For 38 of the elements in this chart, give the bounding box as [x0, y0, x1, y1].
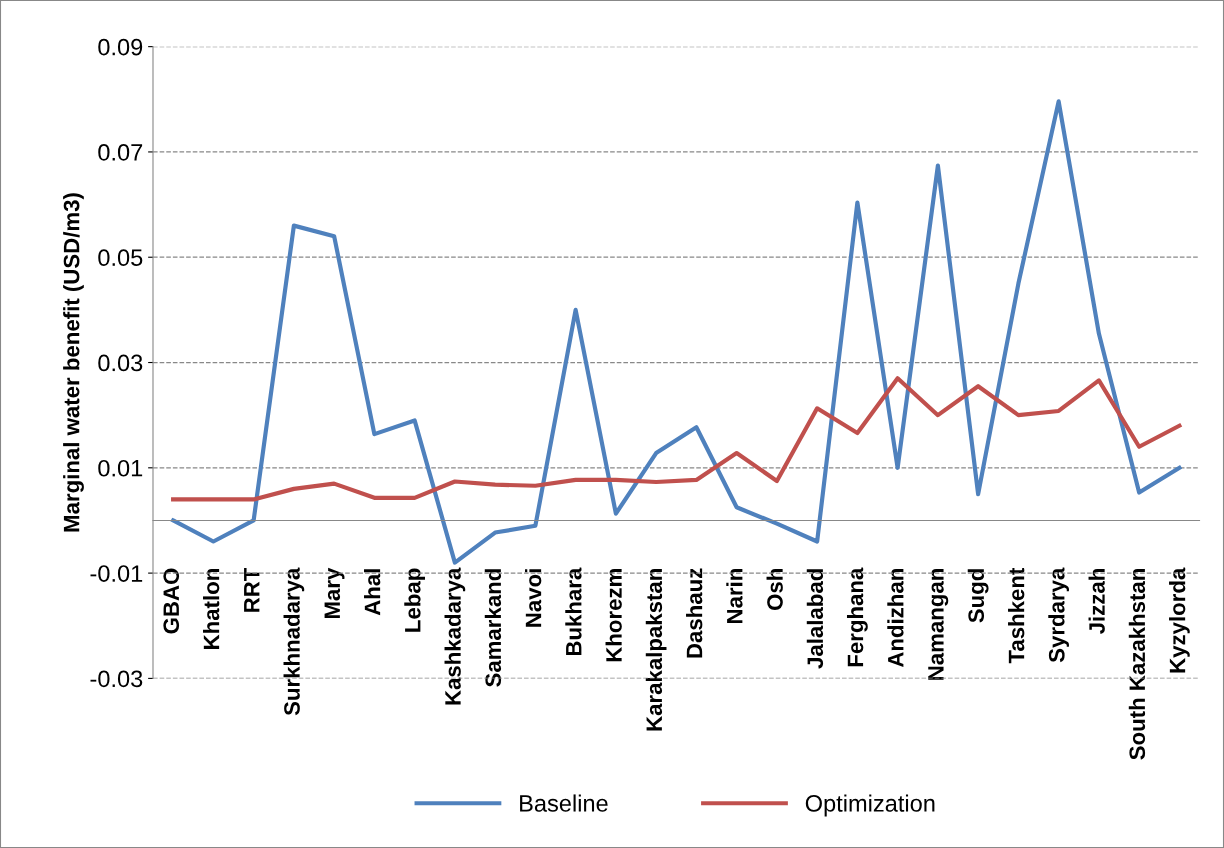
- x-tick-label: Mary: [324, 567, 345, 619]
- x-tick-label: Syrdarya: [1048, 567, 1069, 663]
- y-tick-label: 0.01: [98, 459, 143, 477]
- y-tick-label: 0.05: [98, 249, 143, 267]
- x-tick-label: Sugd: [967, 569, 989, 623]
- x-tick-label: Dashauz: [686, 568, 703, 658]
- line-series: [171, 376, 1182, 502]
- x-tick-label: Kashkadarya: [444, 567, 466, 705]
- y-tick-label: -0.03: [90, 670, 143, 688]
- x-tick-label: South Kazakhstan: [1128, 569, 1146, 760]
- x-tick-label: RRT: [244, 567, 260, 612]
- x-tick-label: Andizhan: [887, 569, 904, 668]
- x-tick-label: GBAO: [163, 568, 180, 634]
- x-tick-label: Ahal: [364, 569, 381, 616]
- y-tick-label: -0.01: [90, 565, 143, 582]
- legend-label: Optimization: [805, 794, 935, 817]
- x-tick-label: Lebap: [404, 568, 425, 632]
- x-tick-label: Samarkand: [484, 569, 502, 687]
- x-tick-label: Kyzylorda: [1169, 567, 1190, 673]
- y-tick-label: 0.09: [98, 38, 143, 56]
- y-tick-label: 0.07: [98, 144, 143, 161]
- x-tick-label: Ferghana: [846, 567, 868, 667]
- x-tick-label: Surkhnadarya: [283, 567, 305, 716]
- x-tick-label: Navoi: [525, 569, 542, 627]
- x-tick-label: Khorezm: [605, 569, 622, 662]
- x-tick-label: Osh: [766, 569, 783, 610]
- y-tick-label: 0.03: [98, 354, 143, 372]
- x-tick-label: Jalalabad: [806, 569, 824, 669]
- x-tick-label: Khatlon: [203, 569, 220, 649]
- x-tick-label: Namangan: [928, 569, 949, 680]
- x-tick-label: Karakalpakstan: [645, 569, 667, 731]
- x-tick-label: Tashkent: [1008, 567, 1025, 664]
- legend-label: Baseline: [520, 794, 608, 812]
- x-tick-label: Bukhara: [565, 567, 582, 656]
- line-series: [171, 99, 1182, 565]
- x-tick-label: Narin: [726, 569, 743, 623]
- y-axis-title: Marginal water benefit (USD/m3): [63, 193, 84, 532]
- x-tick-label: Jizzah: [1088, 569, 1105, 635]
